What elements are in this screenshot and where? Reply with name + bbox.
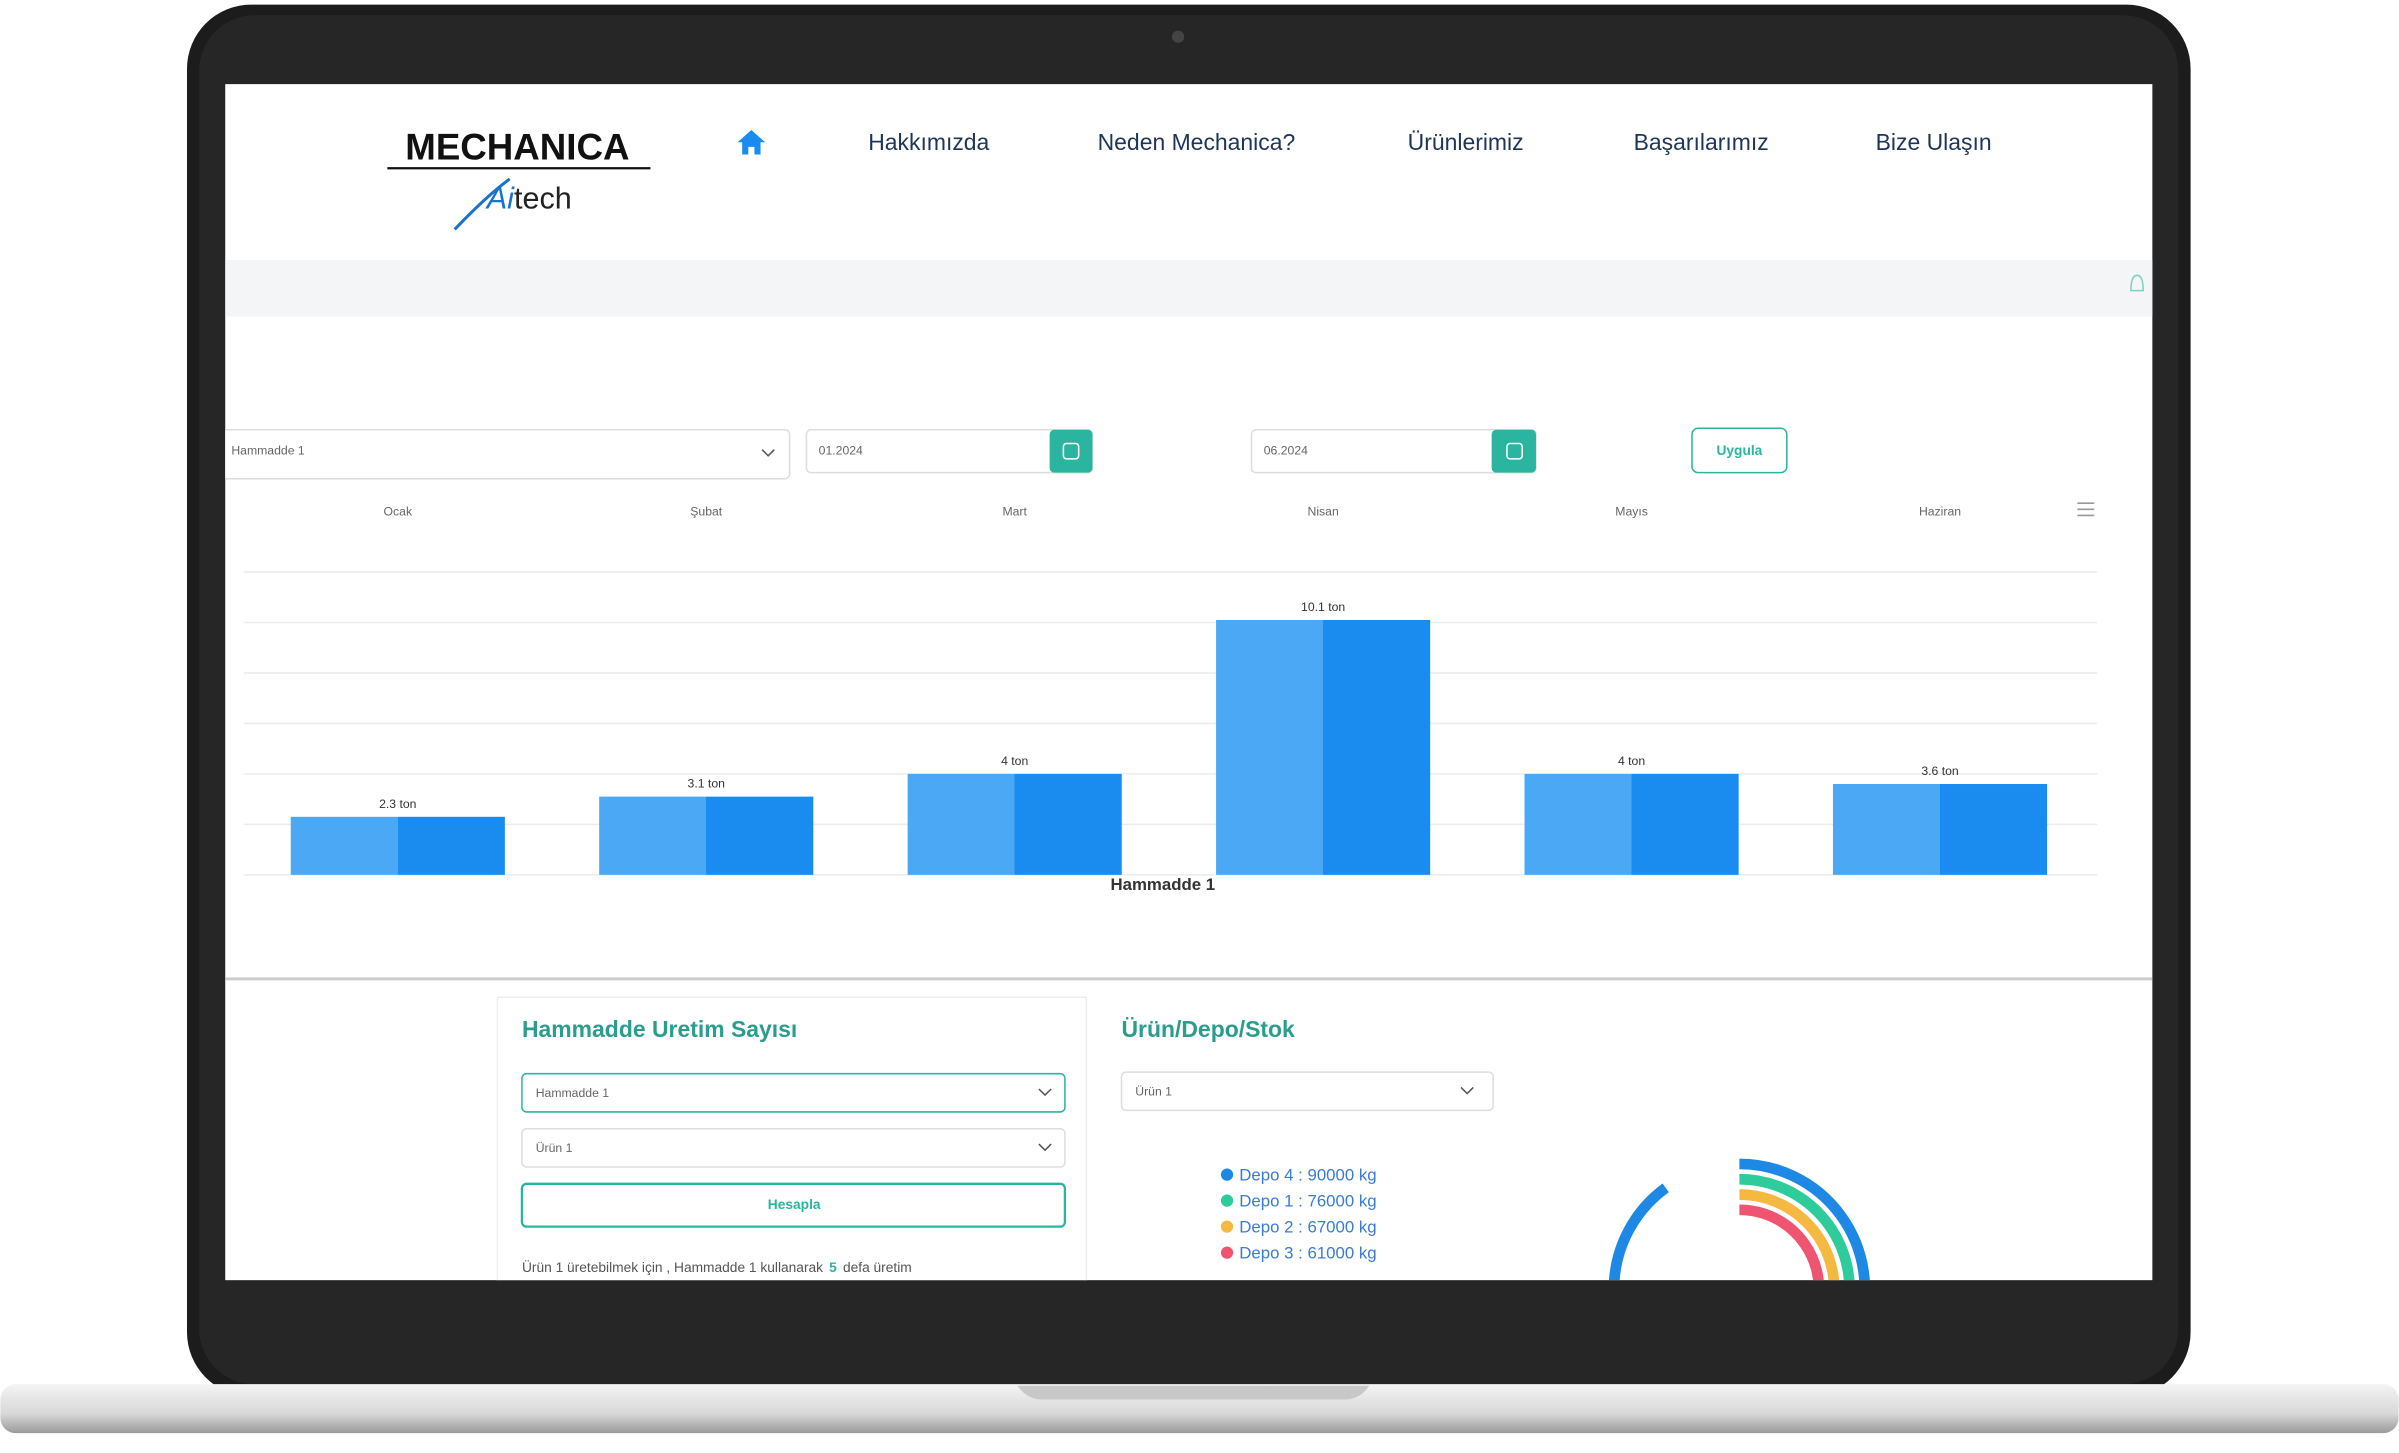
stock-radial-chart: Depo 4 : 90000 kg Depo 1 : 76000 kg Depo 2… [1220,1158,1870,1281]
value-label: 3.1 ton [688,777,725,791]
legend-label: Depo 4 : 90000 kg [1239,1166,1376,1185]
value-label: 4 ton [1618,754,1645,768]
select-value: Ürün 1 [1135,1084,1172,1098]
radial-bar [1609,1158,1870,1281]
nav-link[interactable]: Ürünlerimiz [1408,129,1524,155]
chevron [761,449,775,457]
calendar-button[interactable] [1049,429,1093,473]
value-label: 10.1 ton [1301,600,1345,614]
bar [599,796,814,875]
logo-suffix: tech [514,181,572,215]
bell-icon[interactable] [2130,274,2144,292]
apply-button[interactable] [1691,427,1788,474]
notch [1017,1385,1370,1400]
home-icon[interactable] [737,130,766,155]
category-label: Haziran [1919,505,1961,519]
select-value: Hammadde 1 [231,443,305,457]
legend-label: Depo 2 : 67000 kg [1239,1218,1376,1237]
radial-bar [1739,1204,1824,1281]
category-label: Nisan [1308,505,1339,519]
value-label: 4 ton [1001,754,1028,768]
category-label: Mart [1002,505,1027,519]
radial-bar [1739,1189,1840,1281]
material-select[interactable] [521,1072,1066,1113]
category-label: Şubat [690,505,723,519]
logo-brand: MECHANICA [405,127,629,168]
screen-content: MECHANICA Aitech Hakkımızda Neden Mechan… [222,127,2153,1281]
calculate-button[interactable] [520,1182,1067,1228]
chevron [1038,1143,1052,1152]
chart-title: Hammadde 1 [1110,875,1215,894]
date-value: 06.2024 [1264,443,1308,457]
result-before: Ürün 1 üretebilmek için , Hammadde 1 kul… [522,1258,823,1275]
bar [1832,784,2048,875]
radial-bar [1739,1173,1855,1281]
legend-dot [1220,1220,1234,1233]
panel-title: Hammadde Uretim Sayısı [522,1016,797,1042]
start-date[interactable] [805,429,1094,474]
nav-link[interactable]: Hakkımızda [868,129,989,155]
date-value: 01.2024 [819,443,863,457]
bar-chart: Ocak 2.3 ton Şubat 3.1 ton Mart 4 ton Nisan 10.… [243,505,2098,876]
legend-label: Depo 1 : 76000 kg [1239,1192,1376,1211]
bar [290,816,505,875]
chart-menu[interactable] [2077,502,2095,517]
value-label: 2.3 ton [379,797,416,811]
nav-link[interactable]: Başarılarımız [1634,129,1769,155]
legend-dot [1220,1246,1234,1259]
calendar-icon [1062,442,1080,460]
select-value: Ürün 1 [536,1141,573,1155]
logo-sub: Aitech [485,181,572,215]
nav-link[interactable]: Bize Ulaşın [1876,129,1992,155]
nav-link[interactable]: Neden Mechanica? [1098,129,1296,155]
logo-mark: Ai [485,181,515,215]
category-label: Ocak [384,505,413,519]
chevron [1038,1088,1052,1097]
result-after: defa üretim [843,1260,912,1275]
camera [1171,30,1185,43]
bar [1216,619,1431,875]
legend-label: Depo 3 : 61000 kg [1239,1244,1376,1263]
product-select[interactable] [521,1127,1066,1168]
panel-title: Ürün/Depo/Stok [1121,1016,1295,1042]
value-label: 3.6 ton [1921,764,1958,778]
material-select[interactable] [222,429,791,480]
calendar-button[interactable] [1491,429,1536,473]
result-count: 5 [829,1260,837,1275]
logo-swoosh [453,177,511,231]
calendar-icon [1506,442,1523,460]
result-text: Ürün 1 üretebilmek için , Hammadde 1 kul… [522,1258,912,1275]
button-label: Hesapla [768,1197,821,1212]
laptop-base [0,1384,2399,1434]
chevron [1460,1086,1474,1095]
legend-dot [1220,1194,1234,1207]
product-select[interactable] [1120,1071,1494,1112]
button-label: Uygula [1716,443,1762,458]
legend-dot [1220,1168,1234,1181]
bar [907,773,1122,875]
toolbar [225,260,2153,317]
select-value: Hammadde 1 [536,1086,610,1100]
category-label: Mayıs [1615,505,1648,519]
bar [1524,773,1739,875]
